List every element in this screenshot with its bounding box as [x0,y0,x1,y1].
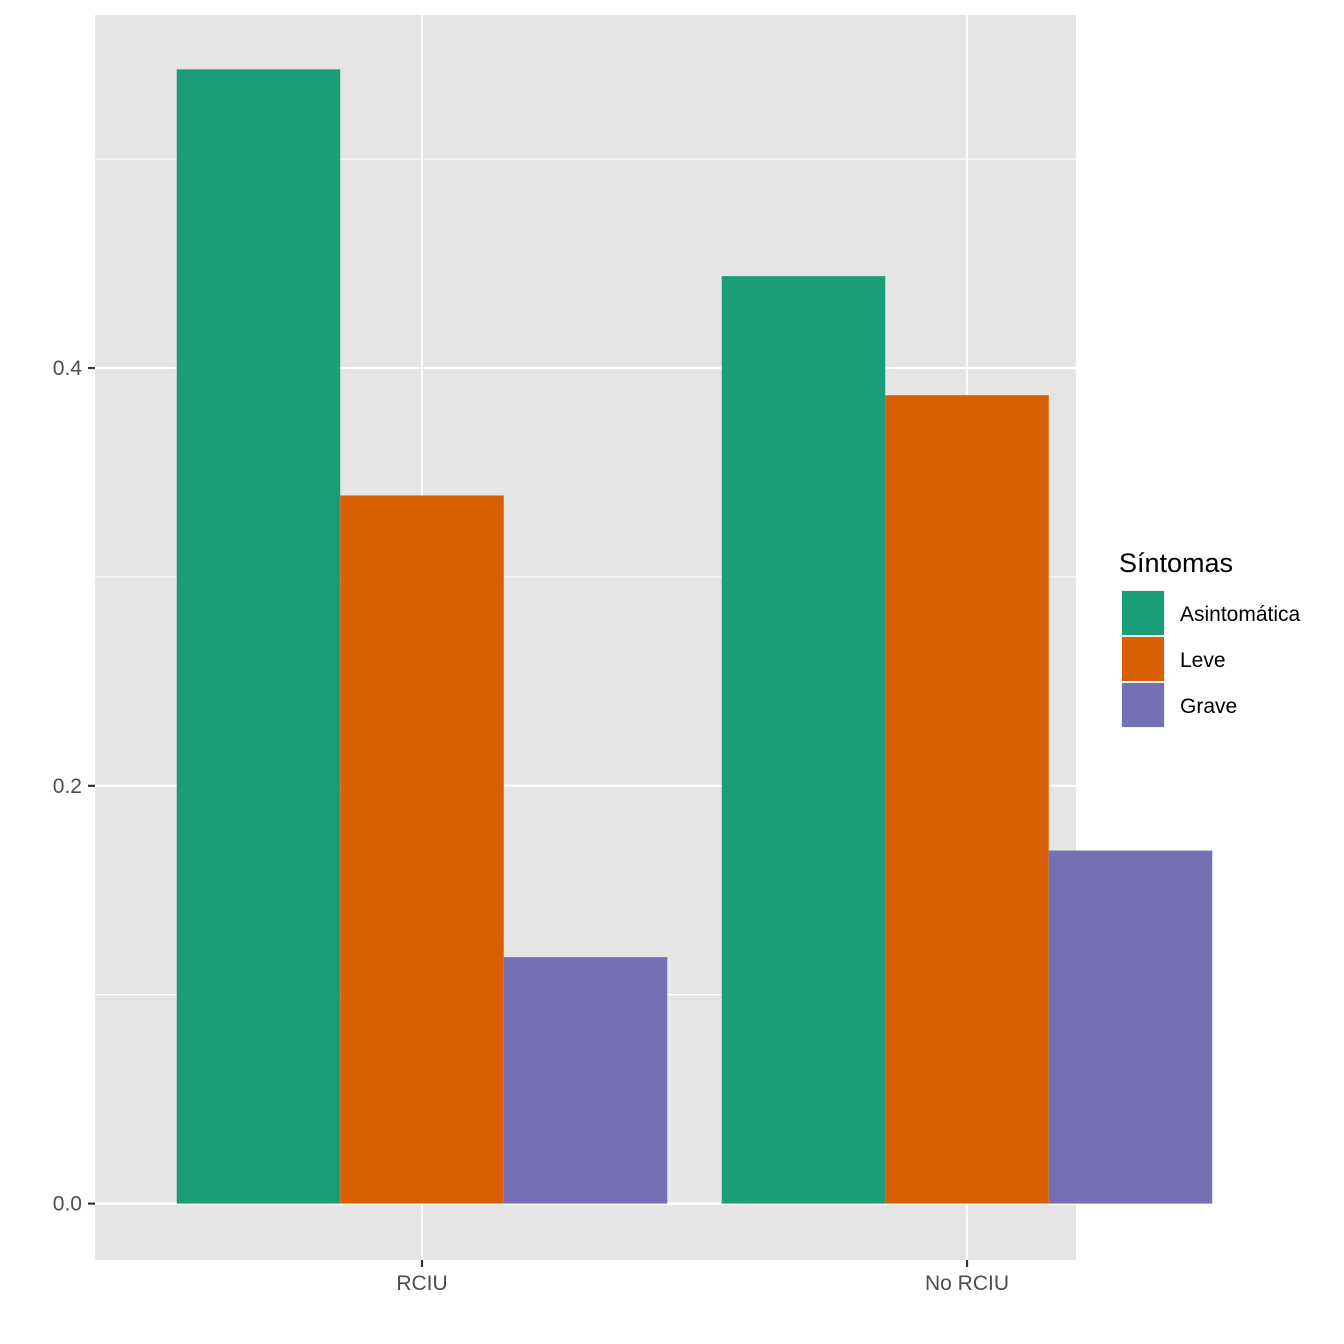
bar-leve-no-rciu [885,395,1049,1204]
legend: Síntomas Asintomática Leve Grave [1119,548,1301,728]
bar-leve-rciu [340,495,504,1204]
legend-label-grave: Grave [1180,695,1237,718]
y-tick-label: 0.2 [53,775,82,798]
x-tick-label: RCIU [396,1272,447,1295]
y-tick-label: 0.0 [53,1193,82,1216]
legend-label-leve: Leve [1180,649,1226,672]
bar-grave-rciu [503,957,668,1204]
legend-key-asintomática [1122,591,1164,635]
bars [176,69,1213,1204]
y-tick-label: 0.4 [53,357,83,380]
y-axis: 0.0 0.2 0.4 [53,357,95,1216]
x-axis: RCIU No RCIU [396,1260,1009,1295]
bar-grave-no-rciu [1048,850,1213,1204]
legend-key-leve [1122,637,1164,681]
x-tick-label: No RCIU [925,1272,1009,1295]
bar-asintomática-rciu [176,69,341,1204]
legend-label-asintomática: Asintomática [1180,603,1301,626]
legend-title: Síntomas [1119,548,1233,578]
bar-asintomática-no-rciu [721,276,886,1204]
legend-key-grave [1122,683,1164,727]
